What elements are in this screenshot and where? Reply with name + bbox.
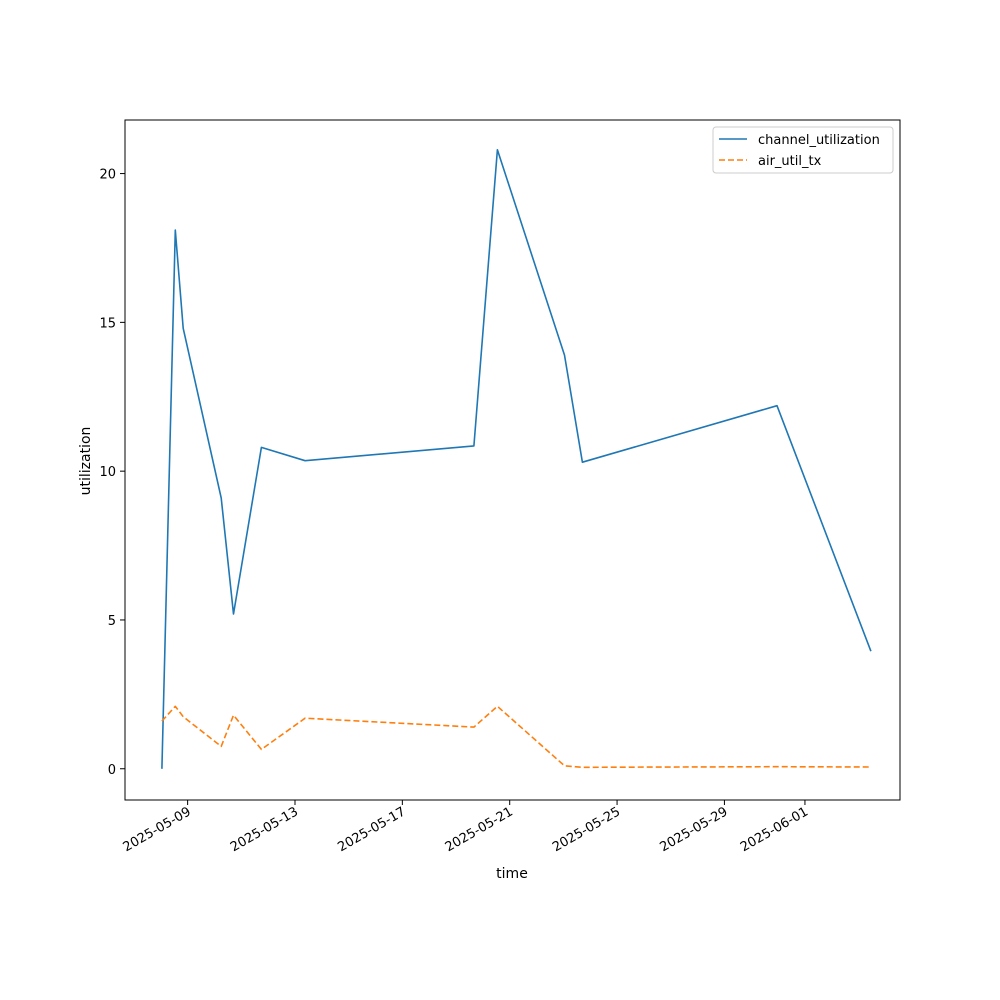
- plot-frame: [124, 119, 901, 801]
- x-tick-label: 2025-05-25: [550, 804, 623, 855]
- series-line-channel_utilization: [161, 149, 872, 769]
- plot-area: [124, 119, 901, 801]
- series-line-air_util_tx: [161, 705, 871, 769]
- legend: channel_utilization air_util_tx: [712, 126, 894, 174]
- x-axis: 2025-05-09 2025-05-13 2025-05-17 2025-05-21…: [121, 800, 811, 855]
- legend-label-air_util_tx: air_util_tx: [758, 154, 822, 169]
- series-layer: [161, 149, 872, 769]
- y-axis-label: utilization: [78, 427, 94, 496]
- x-tick-label: 2025-05-29: [657, 804, 730, 855]
- y-tick-label: 5: [108, 614, 116, 629]
- x-tick-label: 2025-05-17: [335, 804, 408, 855]
- y-tick-label: 20: [99, 168, 116, 183]
- y-axis: 0 5 10 15 20: [99, 168, 125, 778]
- y-tick-label: 10: [99, 465, 116, 480]
- x-tick-label: 2025-06-01: [738, 804, 811, 855]
- x-tick-label: 2025-05-21: [443, 804, 516, 855]
- x-tick-label: 2025-05-09: [121, 804, 194, 855]
- y-tick-label: 0: [108, 763, 116, 778]
- legend-box: [712, 126, 894, 174]
- legend-label-channel_utilization: channel_utilization: [758, 133, 880, 148]
- y-tick-label: 15: [99, 316, 116, 331]
- x-axis-label: time: [496, 866, 528, 882]
- x-tick-label: 2025-05-13: [228, 804, 301, 855]
